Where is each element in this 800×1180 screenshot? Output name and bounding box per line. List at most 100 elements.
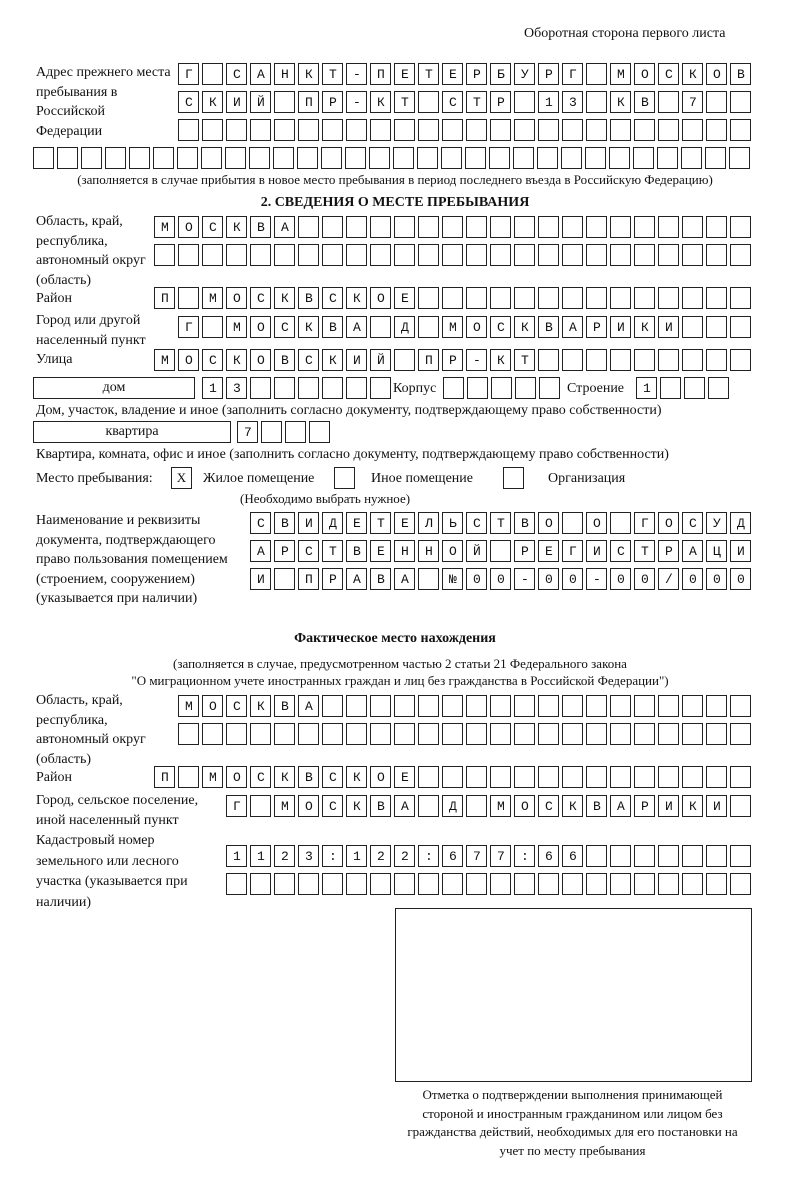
char-cell[interactable] [682,795,703,817]
char-cell[interactable] [610,63,631,85]
char-cell[interactable] [730,287,751,309]
char-cell[interactable] [202,695,223,717]
char-cell[interactable] [586,540,607,562]
char-cell[interactable] [226,795,247,817]
char-cell[interactable] [418,723,439,745]
char-cell[interactable] [466,540,487,562]
char-cell[interactable] [514,287,535,309]
char-cell[interactable] [346,119,367,141]
char-cell[interactable] [322,349,343,371]
char-cell[interactable] [466,723,487,745]
char-cell[interactable] [562,91,583,113]
char-cell[interactable] [706,845,727,867]
char-cell[interactable] [370,244,391,266]
char-cell[interactable] [539,377,560,399]
char-cell[interactable] [490,216,511,238]
char-cell[interactable] [57,147,78,169]
char-cell[interactable] [274,377,295,399]
char-cell[interactable] [562,766,583,788]
char-cell[interactable] [298,873,319,895]
char-cell[interactable] [417,147,438,169]
char-cell[interactable] [634,568,655,590]
char-cell[interactable] [634,873,655,895]
char-cell[interactable] [682,512,703,534]
char-cell[interactable] [250,91,271,113]
char-cell[interactable] [585,147,606,169]
char-cell[interactable] [202,91,223,113]
char-cell[interactable] [562,63,583,85]
char-cell[interactable] [346,568,367,590]
char-cell[interactable] [682,845,703,867]
char-cell[interactable] [226,91,247,113]
char-cell[interactable] [538,316,559,338]
char-cell[interactable] [274,873,295,895]
char-cell[interactable] [346,795,367,817]
char-cell[interactable] [514,316,535,338]
char-cell[interactable] [610,845,631,867]
char-cell[interactable] [298,512,319,534]
char-cell[interactable] [298,377,319,399]
char-cell[interactable] [346,540,367,562]
char-cell[interactable] [250,287,271,309]
char-cell[interactable] [250,63,271,85]
char-cell[interactable] [178,287,199,309]
char-cell[interactable] [538,873,559,895]
residential-checkbox[interactable]: X [171,467,192,489]
char-cell[interactable] [658,244,679,266]
char-cell[interactable] [730,795,751,817]
char-cell[interactable] [514,216,535,238]
char-cell[interactable] [610,512,631,534]
char-cell[interactable] [660,377,681,399]
char-cell[interactable] [346,845,367,867]
char-cell[interactable] [706,119,727,141]
char-cell[interactable] [322,377,343,399]
char-cell[interactable] [226,845,247,867]
char-cell[interactable] [514,845,535,867]
char-cell[interactable] [250,119,271,141]
char-cell[interactable] [322,512,343,534]
char-cell[interactable] [634,63,655,85]
char-cell[interactable] [202,216,223,238]
char-cell[interactable] [466,845,487,867]
char-cell[interactable] [610,244,631,266]
char-cell[interactable] [202,723,223,745]
char-cell[interactable] [466,512,487,534]
char-cell[interactable] [708,377,729,399]
char-cell[interactable] [489,147,510,169]
char-cell[interactable] [153,147,174,169]
char-cell[interactable] [418,63,439,85]
char-cell[interactable] [394,119,415,141]
char-cell[interactable] [274,695,295,717]
char-cell[interactable] [634,845,655,867]
char-cell[interactable] [346,349,367,371]
char-cell[interactable] [466,287,487,309]
char-cell[interactable] [514,119,535,141]
char-cell[interactable] [394,349,415,371]
char-cell[interactable] [418,795,439,817]
char-cell[interactable] [274,845,295,867]
char-cell[interactable] [610,795,631,817]
char-cell[interactable] [658,568,679,590]
char-cell[interactable] [346,377,367,399]
char-cell[interactable] [586,512,607,534]
char-cell[interactable] [394,316,415,338]
char-cell[interactable] [250,723,271,745]
char-cell[interactable] [394,845,415,867]
char-cell[interactable] [466,91,487,113]
char-cell[interactable] [586,766,607,788]
char-cell[interactable] [394,540,415,562]
char-cell[interactable] [394,91,415,113]
char-cell[interactable] [658,63,679,85]
char-cell[interactable] [466,316,487,338]
char-cell[interactable] [274,316,295,338]
char-cell[interactable] [274,287,295,309]
char-cell[interactable] [490,287,511,309]
char-cell[interactable] [730,568,751,590]
char-cell[interactable] [274,766,295,788]
char-cell[interactable] [250,766,271,788]
char-cell[interactable] [682,695,703,717]
char-cell[interactable] [418,695,439,717]
char-cell[interactable] [322,540,343,562]
char-cell[interactable] [346,695,367,717]
char-cell[interactable] [370,119,391,141]
